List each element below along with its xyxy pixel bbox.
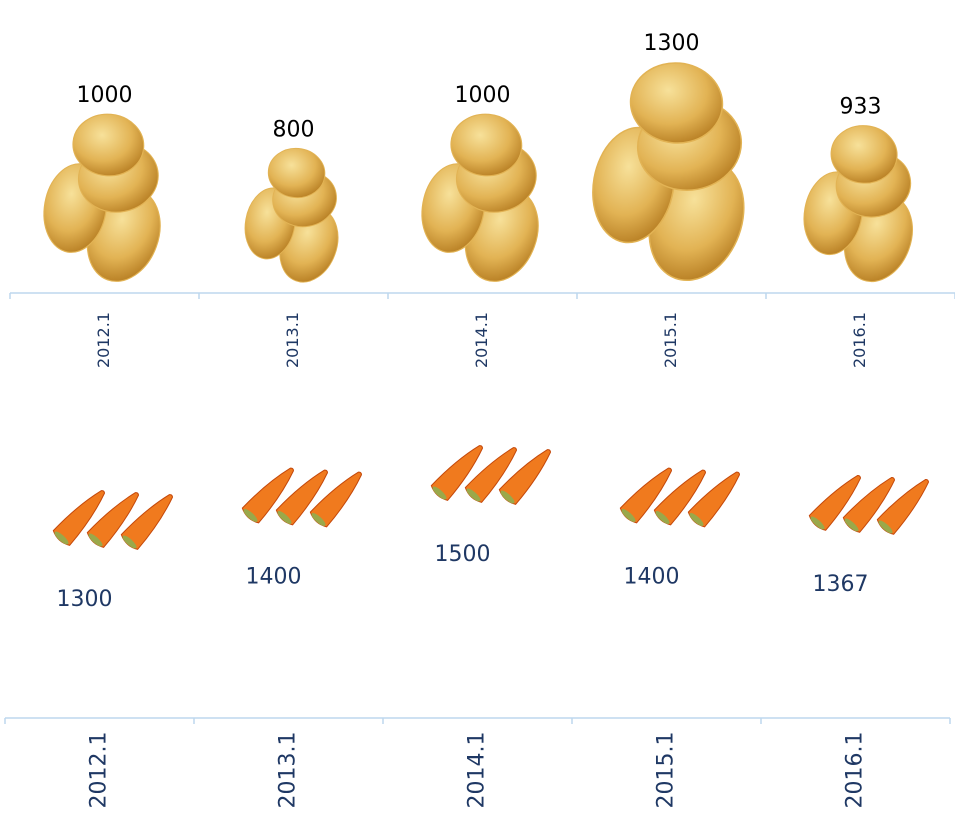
value-label: 1400 [624,565,680,590]
x-tick-label: 2015.1 [661,312,680,368]
value-label: 1367 [813,572,869,597]
x-tick-label: 2012.1 [94,312,113,368]
value-label: 1400 [246,565,302,590]
carrot-icon [618,461,747,529]
potato-icon [415,111,550,291]
potato-icon [37,111,172,291]
value-label: 933 [840,95,882,120]
value-label: 1000 [455,83,511,108]
x-tick-label: 2014.1 [472,312,491,368]
potato-icon [240,146,348,290]
page: {"chart_data": [ {"type": "pictograph", … [0,0,955,820]
x-tick-label: 2015.1 [654,732,679,809]
carrot-icon [807,469,936,537]
x-tick-label: 2013.1 [276,732,301,809]
value-label: 1300 [644,31,700,56]
carrot-icon [429,439,558,507]
value-label: 800 [273,118,315,143]
potato-icon [584,59,760,294]
x-tick-label: 2013.1 [283,312,302,368]
x-tick-label: 2012.1 [87,732,112,809]
carrot-icon [240,461,369,529]
value-label: 1500 [435,542,491,567]
x-tick-label: 2014.1 [465,732,490,809]
chart: 2012.1 2013.1 2014.1 2015.1 2016.1 1000 800 100… [0,0,955,820]
potato-icon [798,123,924,291]
x-tick-label: 2016.1 [850,312,869,368]
carrot-icon [51,484,180,552]
x-tick-label: 2016.1 [843,732,868,809]
value-label: 1300 [57,587,113,612]
value-label: 1000 [77,83,133,108]
